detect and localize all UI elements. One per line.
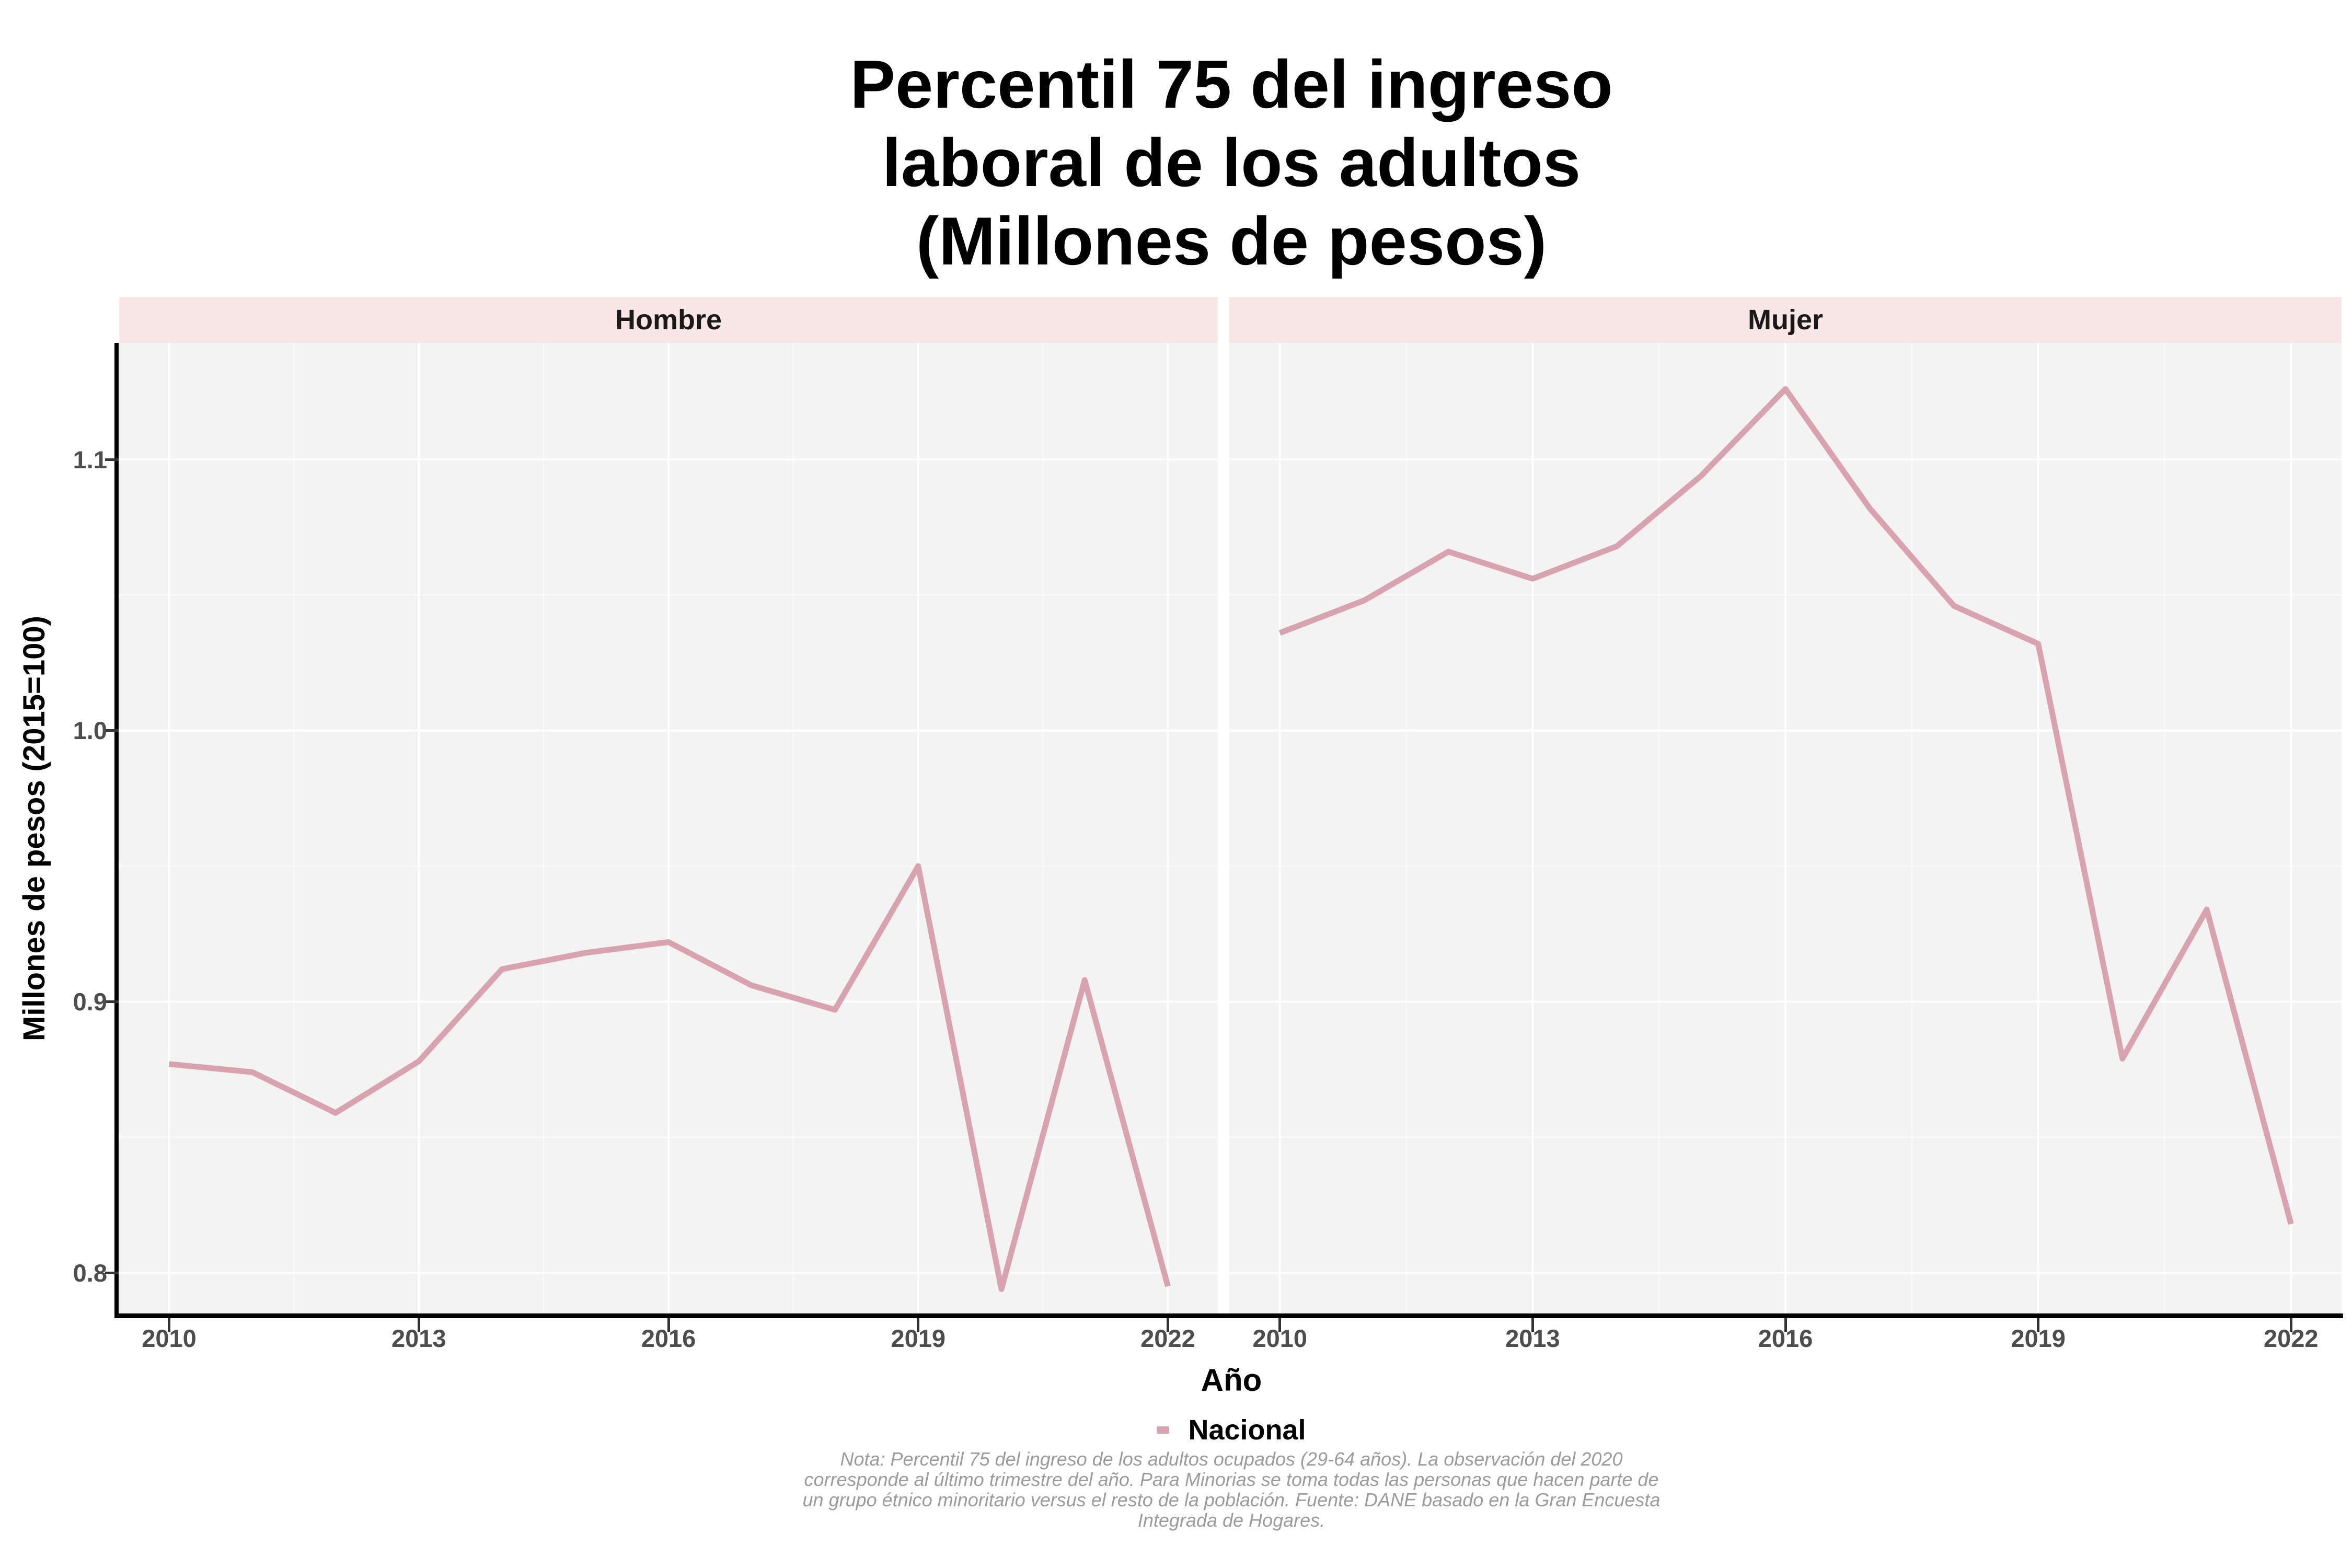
x-tick-label: 2016 <box>641 1324 696 1352</box>
x-tick-label: 2013 <box>391 1324 446 1352</box>
facet-strip-mujer: Mujer <box>1229 297 2342 343</box>
x-tick-mark <box>417 1318 420 1332</box>
y-axis-line <box>114 343 119 1318</box>
plot-panel-hombre <box>119 343 1218 1313</box>
x-tick-mark <box>1166 1318 1169 1332</box>
footnote-line: Integrada de Hogares. <box>1137 1509 1325 1531</box>
x-tick-label: 2013 <box>1505 1324 1560 1352</box>
footnote-line: corresponde al último trimestre del año.… <box>804 1469 1659 1490</box>
chart-title: Percentil 75 del ingreso laboral de los … <box>850 46 1613 279</box>
y-tick-label: 0.9 <box>73 987 107 1016</box>
x-tick-mark <box>1278 1318 1282 1332</box>
y-tick-mark <box>105 729 119 732</box>
y-tick-mark <box>105 1000 119 1003</box>
footnote-line: un grupo étnico minoritario versus el re… <box>802 1489 1661 1511</box>
x-tick-mark <box>667 1318 670 1332</box>
x-tick-mark <box>1784 1318 1787 1332</box>
x-tick-mark <box>917 1318 920 1332</box>
x-tick-label: 2019 <box>2011 1324 2066 1352</box>
legend-label: Nacional <box>1188 1414 1306 1446</box>
x-tick-mark <box>2037 1318 2040 1332</box>
data-line-mujer <box>1278 386 2294 1225</box>
x-tick-label: 2019 <box>891 1324 946 1352</box>
legend-key-swatch <box>1157 1426 1170 1434</box>
y-tick-mark <box>105 458 119 461</box>
legend: Nacional <box>111 1411 2352 1449</box>
data-line-hombre <box>168 863 1171 1292</box>
plot-panel-mujer <box>1229 343 2342 1313</box>
x-tick-label: 2022 <box>1140 1324 1195 1352</box>
footnote-line: Nota: Percentil 75 del ingreso de los ad… <box>840 1448 1623 1470</box>
y-tick-label: 1.1 <box>73 445 107 474</box>
x-tick-label: 2010 <box>142 1324 197 1352</box>
footnote: Nota: Percentil 75 del ingreso de los ad… <box>111 1449 2352 1530</box>
x-axis-line <box>114 1313 2343 1318</box>
y-tick-label: 1.0 <box>73 717 107 745</box>
x-tick-label: 2016 <box>1758 1324 1813 1352</box>
y-tick-label: 0.8 <box>73 1259 107 1287</box>
y-tick-mark <box>105 1271 119 1274</box>
x-axis-title: Año <box>1201 1363 1262 1398</box>
facet-strip-label: Mujer <box>1747 304 1824 336</box>
x-tick-label: 2010 <box>1252 1324 1307 1352</box>
x-tick-label: 2022 <box>2263 1324 2319 1352</box>
facet-strip-label: Hombre <box>615 304 722 336</box>
facet-strip-hombre: Hombre <box>119 297 1218 343</box>
x-tick-mark <box>2289 1318 2292 1332</box>
x-tick-mark <box>1531 1318 1534 1332</box>
panel-svg <box>1229 343 2342 1313</box>
x-tick-mark <box>168 1318 171 1332</box>
panel-svg <box>119 343 1218 1313</box>
